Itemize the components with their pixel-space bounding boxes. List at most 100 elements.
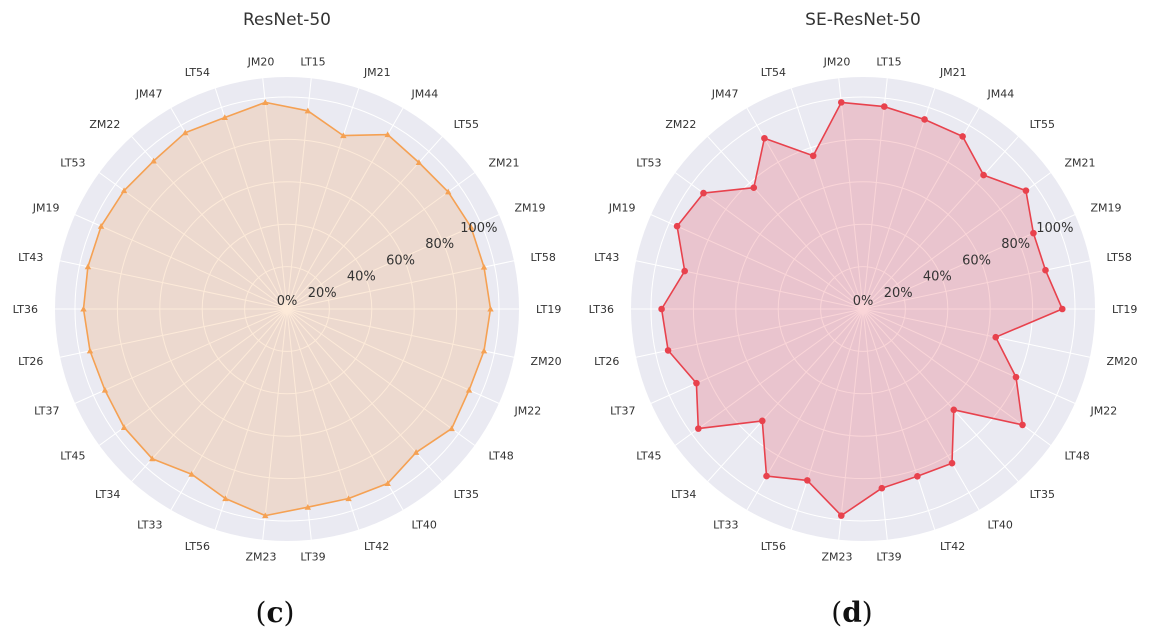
category-label: LT53: [60, 157, 85, 170]
radial-tick-label: 60%: [386, 253, 415, 268]
grid-spoke: [707, 136, 864, 310]
data-point-ZM19: [1030, 229, 1037, 237]
grid-spoke: [286, 172, 475, 310]
grid-spoke: [862, 88, 936, 310]
data-point-ZM22: [150, 157, 157, 164]
category-label: LT26: [594, 355, 619, 368]
data-point-LT56: [804, 477, 811, 484]
grid-spoke: [707, 308, 864, 482]
category-labels: LT19 LT58 ZM19 ZM21 LT55 JM44 JM21 LT15 JM20 LT54…: [13, 55, 562, 563]
radar-chart-resnet50: ResNet-50 0% 20% 40% 60% 80% 100% LT19 LT58 ZM1…: [13, 10, 562, 629]
data-point-JM19: [97, 223, 105, 229]
category-label: JM44: [987, 87, 1015, 100]
category-label: JM19: [32, 202, 60, 215]
data-point-ZM23: [262, 512, 269, 519]
radial-tick-label: 20%: [308, 286, 337, 301]
category-label: LT40: [412, 519, 437, 532]
grid-spoke: [214, 88, 288, 310]
data-point-LT55: [415, 159, 423, 166]
data-point-LT36: [658, 305, 665, 313]
data-point-LT42: [345, 495, 352, 502]
category-label: LT43: [18, 251, 43, 264]
data-point-ZM23: [837, 512, 845, 519]
category-label: ZM21: [488, 157, 519, 170]
category-label: LT54: [761, 66, 786, 79]
radial-tick-label: 20%: [884, 286, 913, 301]
grid-spoke: [131, 308, 288, 482]
category-label: ZM22: [665, 118, 696, 131]
radial-tick-label: 40%: [923, 270, 952, 285]
data-point-LT58: [480, 263, 488, 270]
grid-spoke: [862, 308, 936, 530]
data-point-JM47: [182, 129, 189, 136]
data-point-LT39: [878, 484, 886, 492]
category-label: LT40: [988, 519, 1013, 532]
grid-spoke: [650, 214, 864, 310]
data-point-JM22: [1012, 373, 1020, 381]
category-label: JM21: [363, 66, 391, 79]
data-point-JM21: [921, 116, 928, 123]
category-label: ZM20: [1107, 355, 1138, 368]
category-label: LT34: [671, 488, 696, 501]
data-point-ZM19: [467, 223, 475, 230]
data-point-JM20: [837, 99, 845, 106]
category-label: JM19: [608, 202, 636, 215]
grid-spoke: [862, 172, 1051, 310]
category-label: LT56: [185, 540, 210, 553]
data-point-LT58: [1042, 266, 1049, 274]
data-point-ZM21: [1022, 187, 1030, 194]
data-point-LT35: [412, 449, 420, 455]
grid-spoke: [286, 308, 360, 530]
radar-series: [658, 99, 1066, 519]
data-point-LT55: [980, 171, 987, 179]
grid-spoke: [286, 308, 404, 511]
data-point-JM22: [465, 386, 473, 393]
grid-spoke: [131, 136, 288, 310]
grid-spoke: [99, 172, 288, 310]
category-label: LT33: [713, 519, 738, 532]
data-point-LT48: [1019, 421, 1026, 429]
grid-spoke: [170, 107, 288, 310]
data-point-LT19: [1058, 305, 1066, 313]
radar-grid: [631, 77, 1095, 541]
data-point-JM44: [384, 131, 391, 138]
data-point-LT56: [222, 495, 229, 502]
category-label: LT15: [300, 55, 325, 68]
category-label: JM44: [411, 87, 439, 100]
grid-spoke: [59, 260, 288, 310]
data-point-LT19: [487, 305, 494, 312]
grid-spoke: [790, 308, 864, 530]
data-point-LT33: [188, 471, 195, 477]
grid-spoke: [262, 308, 288, 540]
grid-spoke: [262, 78, 288, 310]
category-label: LT48: [488, 449, 513, 462]
chart-title: ResNet-50: [243, 10, 331, 30]
grid-spoke: [862, 308, 980, 511]
data-point-LT15: [304, 107, 312, 114]
category-label: LT55: [454, 118, 479, 131]
category-label: ZM23: [245, 551, 276, 564]
grid-spoke: [862, 107, 980, 310]
category-label: LT43: [594, 251, 619, 264]
grid-spoke: [286, 308, 500, 404]
category-label: JM20: [823, 55, 851, 68]
data-point-LT40: [384, 480, 391, 486]
category-label: LT26: [18, 355, 43, 368]
category-label: LT48: [1064, 449, 1089, 462]
grid-spoke: [286, 260, 515, 310]
data-point-LT40: [948, 459, 956, 467]
grid-spoke: [862, 214, 1076, 310]
grid-spoke: [675, 172, 864, 310]
grid-spoke: [286, 136, 443, 310]
category-label: ZM23: [821, 551, 852, 564]
data-point-JM20: [262, 99, 269, 105]
radial-tick-label: 100%: [460, 221, 497, 236]
category-label: JM22: [513, 404, 541, 417]
grid-spoke: [286, 308, 515, 358]
data-point-LT33: [763, 472, 770, 480]
category-label: LT45: [636, 449, 661, 462]
radial-tick-label: 40%: [347, 270, 376, 285]
data-point-LT54: [221, 114, 228, 121]
grid-spoke: [862, 260, 1091, 310]
data-point-LT35: [950, 406, 958, 414]
